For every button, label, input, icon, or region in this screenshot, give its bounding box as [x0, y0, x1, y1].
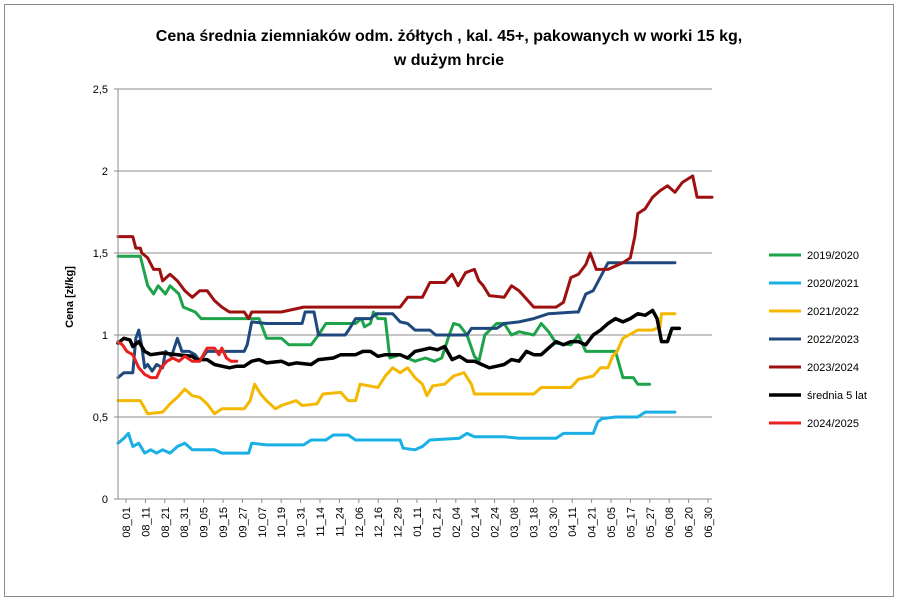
line-chart: Cena średnia ziemniaków odm. żółtych , k…	[64, 28, 867, 538]
x-tick-label: 11_24	[334, 507, 346, 537]
x-axis-ticks: 08_01 08_11 08_21 08_31 09_05 09_15 09_27 10_07…	[121, 499, 715, 538]
y-tick-label: 1,5	[93, 248, 108, 260]
legend-label: 2022/2023	[807, 334, 859, 346]
x-tick-label: 02_24	[490, 507, 502, 538]
x-tick-label: 02_14	[470, 507, 482, 538]
x-tick-label: 01_21	[431, 507, 443, 538]
axes	[117, 89, 712, 500]
x-tick-label: 05_27	[645, 507, 657, 538]
y-tick-label: 0,5	[93, 412, 108, 424]
x-tick-label: 03_30	[548, 507, 560, 538]
x-tick-label: 12_29	[393, 507, 405, 538]
x-tick-label: 06_30	[703, 507, 715, 538]
x-tick-label: 05_17	[625, 507, 637, 538]
series-line	[116, 254, 652, 386]
x-tick-label: 09_05	[199, 507, 211, 538]
series-line	[116, 174, 714, 321]
series-line	[116, 340, 239, 380]
series-line	[116, 261, 677, 380]
x-tick-label: 06_20	[684, 507, 696, 538]
chart-title-line2: w dużym hrcie	[393, 52, 504, 69]
x-tick-label: 02_04	[451, 507, 463, 538]
series-line	[116, 308, 682, 370]
y-tick-label: 0	[102, 494, 108, 506]
legend-label: 2021/2022	[807, 306, 859, 318]
x-tick-label: 08_21	[160, 507, 172, 538]
series-line	[116, 410, 677, 455]
x-tick-label: 10_07	[257, 507, 269, 538]
x-tick-label: 04_11	[567, 507, 579, 537]
x-tick-label: 10_31	[296, 507, 308, 538]
x-tick-label: 04_21	[587, 507, 599, 538]
y-tick-label: 2,5	[93, 84, 108, 96]
x-tick-label: 03_08	[509, 507, 521, 538]
legend-label: 2023/2024	[807, 362, 859, 374]
x-tick-label: 08_31	[179, 507, 191, 538]
x-tick-label: 05_05	[606, 507, 618, 538]
y-tick-label: 2	[102, 166, 108, 178]
x-tick-label: 06_08	[664, 507, 676, 538]
x-tick-label: 12_06	[354, 507, 366, 538]
y-tick-label: 1	[102, 330, 108, 342]
series-line	[116, 312, 677, 416]
x-tick-label: 03_18	[528, 507, 540, 538]
x-tick-label: 11_14	[315, 507, 327, 537]
legend-label: 2019/2020	[807, 250, 859, 262]
legend-label: 2024/2025	[807, 418, 859, 430]
legend-label: 2020/2021	[807, 278, 859, 290]
chart-title-line1: Cena średnia ziemniaków odm. żółtych , k…	[156, 28, 742, 45]
y-axis-label: Cena [zł/kg]	[64, 266, 76, 328]
series-lines	[116, 174, 714, 455]
x-tick-label: 12_16	[373, 507, 385, 538]
legend-label: średnia 5 lat	[807, 390, 867, 402]
x-tick-label: 08_01	[121, 507, 133, 538]
x-tick-label: 09_15	[218, 507, 230, 538]
y-axis-ticks: 0 0,5 1 1,5 2 2,5	[93, 84, 118, 506]
gridlines	[118, 88, 712, 418]
x-tick-label: 01_11	[412, 507, 424, 537]
x-tick-label: 10_19	[276, 507, 288, 538]
chart-frame: Cena średnia ziemniaków odm. żółtych , k…	[4, 4, 894, 597]
x-tick-label: 09_27	[237, 507, 249, 538]
legend: 2019/2020 2020/2021 2021/2022 2022/2023 2023…	[769, 250, 867, 430]
x-tick-label: 08_11	[140, 507, 152, 537]
